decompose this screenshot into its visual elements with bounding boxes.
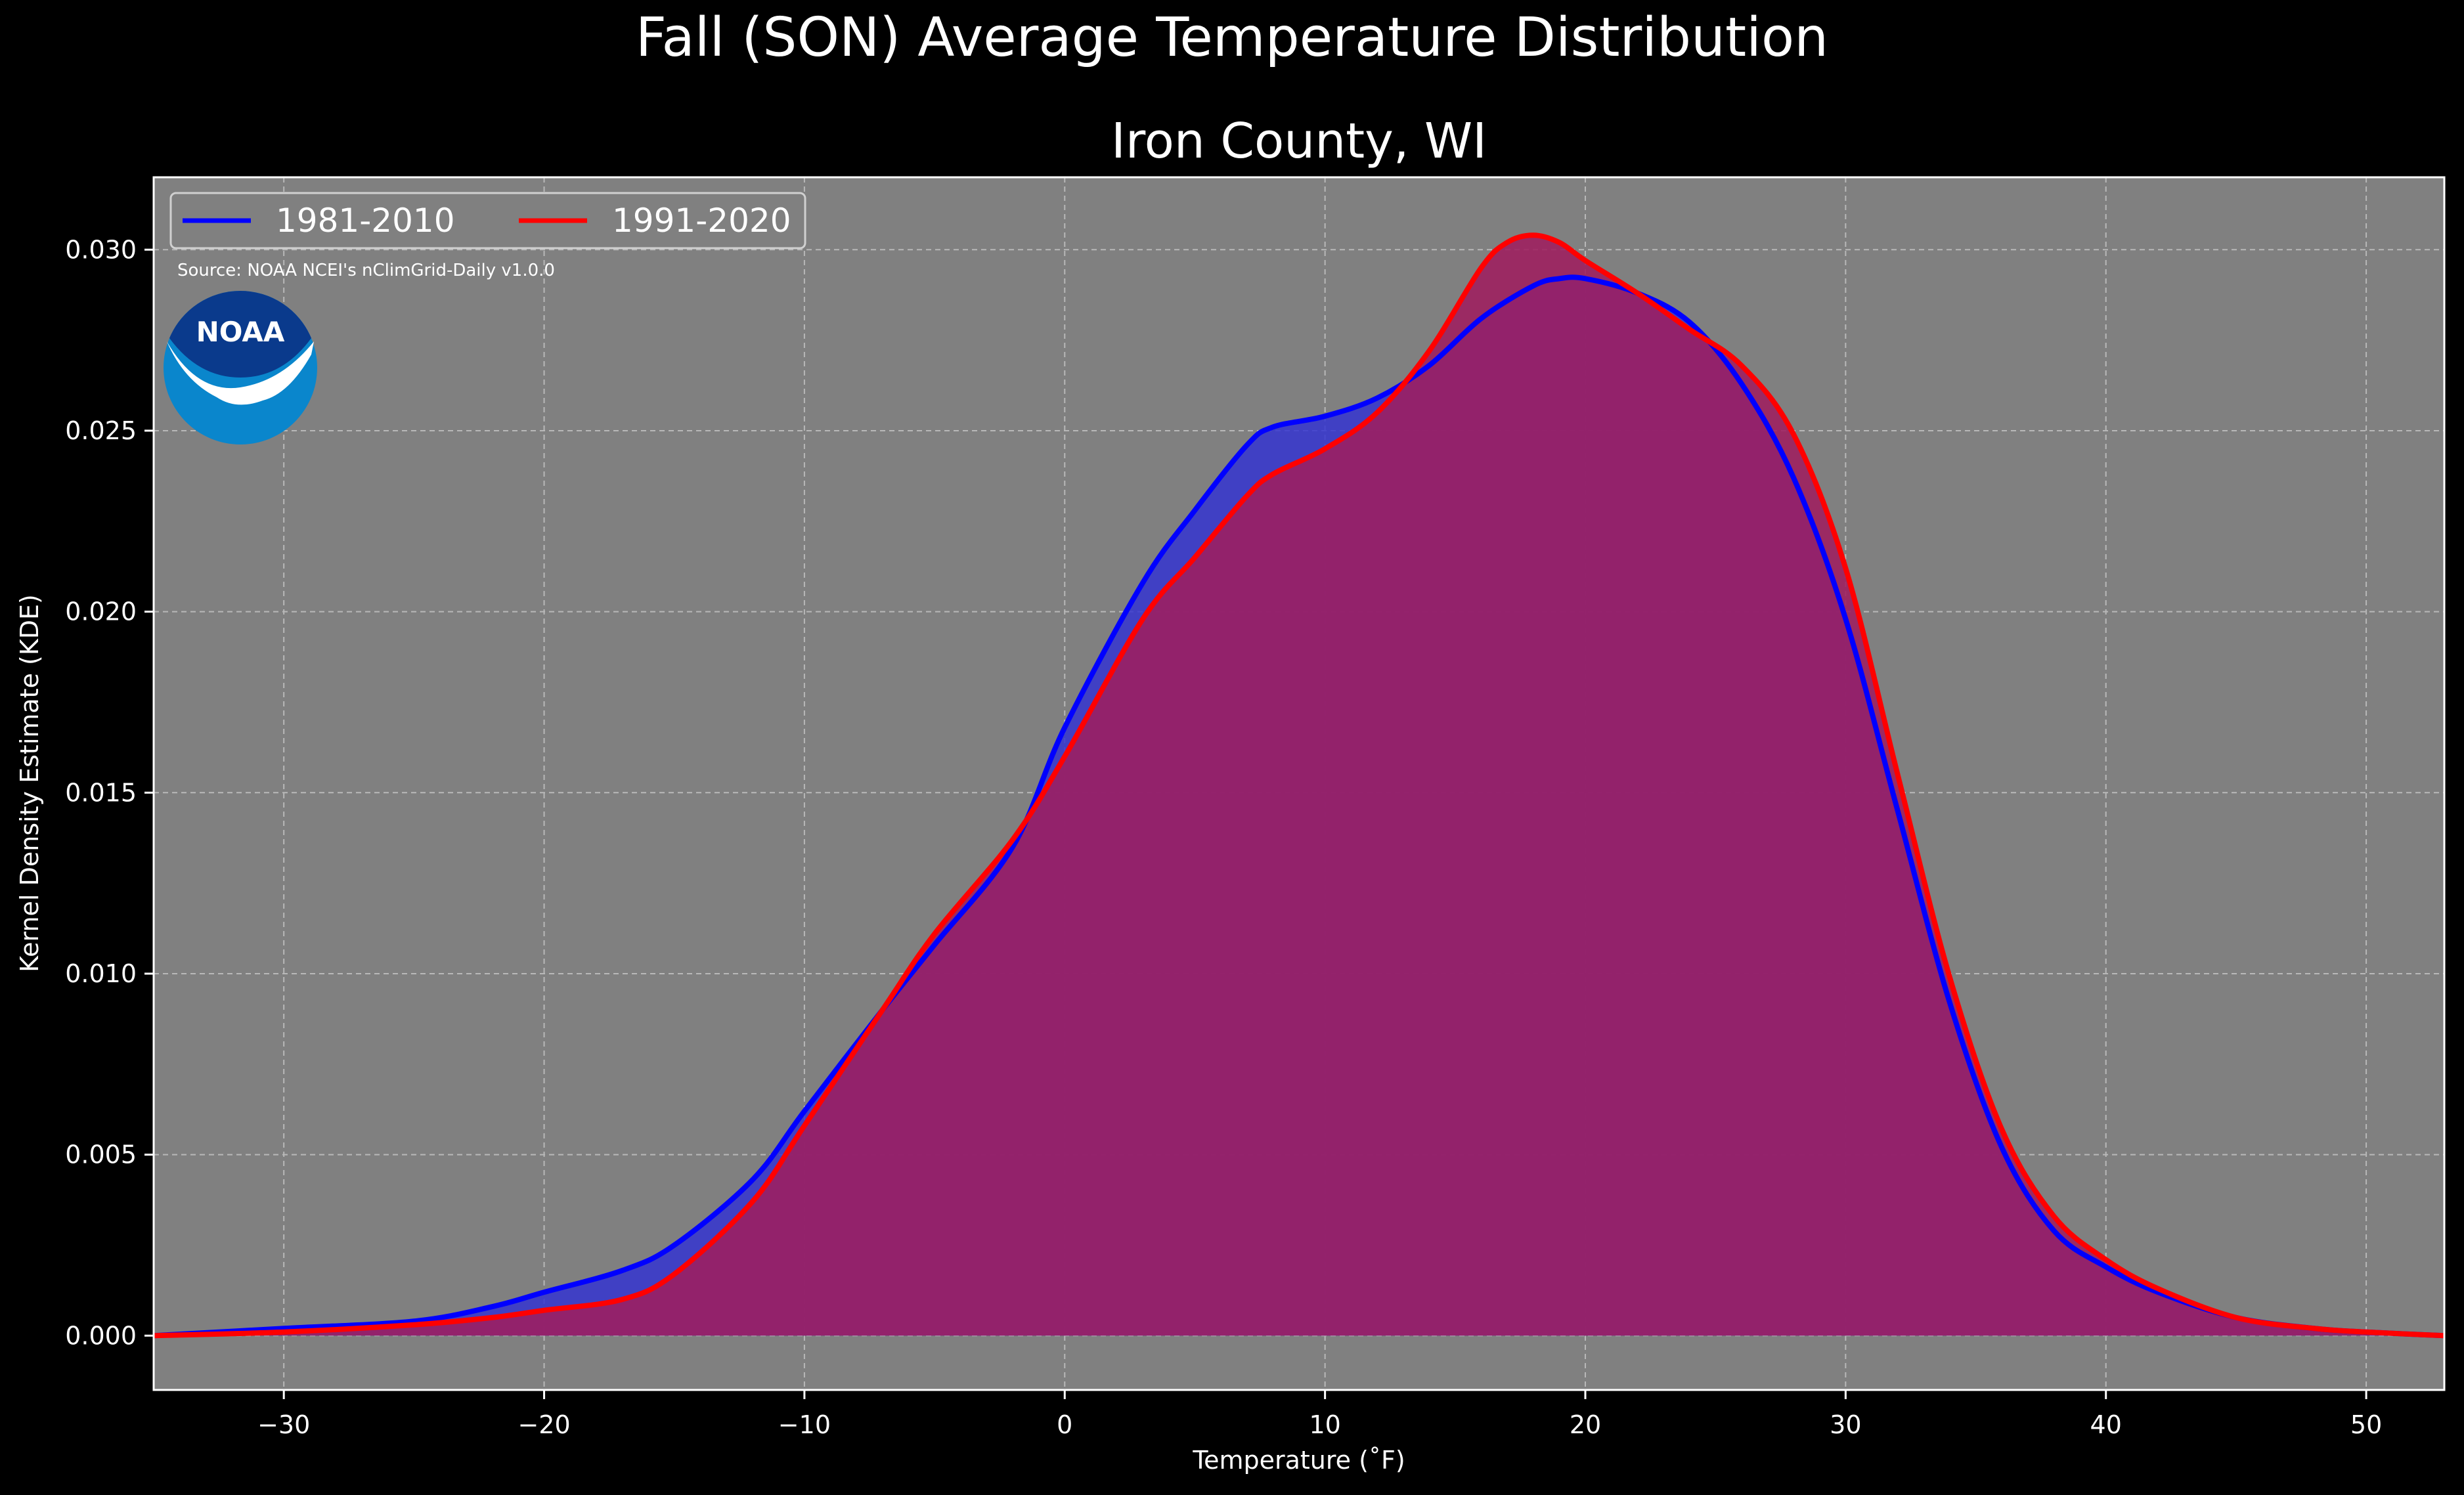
y-tick-label: 0.015 bbox=[65, 778, 137, 807]
noaa-logo-wave bbox=[167, 341, 314, 405]
noaa-logo-text: NOAA bbox=[196, 316, 285, 348]
y-axis-label: Kernel Density Estimate (KDE) bbox=[15, 594, 44, 972]
density-fill-1991-2020 bbox=[154, 235, 2444, 1336]
x-axis-label: Temperature (˚F) bbox=[1192, 1446, 1405, 1475]
y-tick-label: 0.010 bbox=[65, 959, 137, 988]
legend-box bbox=[169, 192, 806, 249]
density-line-1981-2010 bbox=[153, 274, 2445, 1339]
y-tick-label: 0.000 bbox=[65, 1321, 137, 1350]
y-axis-ticks: 0.000 0.005 0.010 0.015 0.020 0.025 0.030 bbox=[65, 235, 154, 1350]
x-tick-label: 10 bbox=[1309, 1410, 1340, 1439]
legend-label-1981-2010: 1981-2010 bbox=[276, 202, 455, 240]
density-line-1991-2020 bbox=[153, 232, 2445, 1339]
y-tick-label: 0.030 bbox=[65, 235, 137, 264]
legend-label-1991-2020: 1991-2020 bbox=[612, 202, 791, 240]
figure-suptitle: Fall (SON) Average Temperature Distribut… bbox=[635, 7, 1829, 69]
x-tick-label: 0 bbox=[1057, 1410, 1072, 1439]
y-tick-label: 0.020 bbox=[65, 597, 137, 626]
x-tick-label: 20 bbox=[1570, 1410, 1601, 1439]
density-lines bbox=[153, 232, 2445, 1339]
y-tick-label: 0.005 bbox=[65, 1140, 137, 1169]
source-note: Source: NOAA NCEI's nClimGrid-Daily v1.0… bbox=[177, 261, 555, 280]
noaa-logo-sky bbox=[169, 291, 311, 378]
y-tick-label: 0.025 bbox=[65, 416, 137, 445]
x-axis-ticks: −30 −20 −10 0 10 20 30 40 50 bbox=[257, 1390, 2382, 1439]
plot-frame bbox=[152, 176, 2446, 1391]
density-fills bbox=[154, 235, 2444, 1336]
x-tick-label: −20 bbox=[517, 1410, 570, 1439]
x-tick-label: −30 bbox=[257, 1410, 310, 1439]
noaa-logo-bird-icon bbox=[217, 382, 276, 402]
noaa-logo: NOAA bbox=[164, 291, 317, 444]
x-tick-label: 50 bbox=[2350, 1410, 2382, 1439]
x-tick-label: −10 bbox=[778, 1410, 831, 1439]
legend: 1981-2010 1991-2020 bbox=[169, 192, 806, 249]
x-tick-label: 40 bbox=[2090, 1410, 2122, 1439]
x-tick-label: 30 bbox=[1830, 1410, 1861, 1439]
chart-title: Iron County, WI bbox=[1111, 113, 1487, 169]
